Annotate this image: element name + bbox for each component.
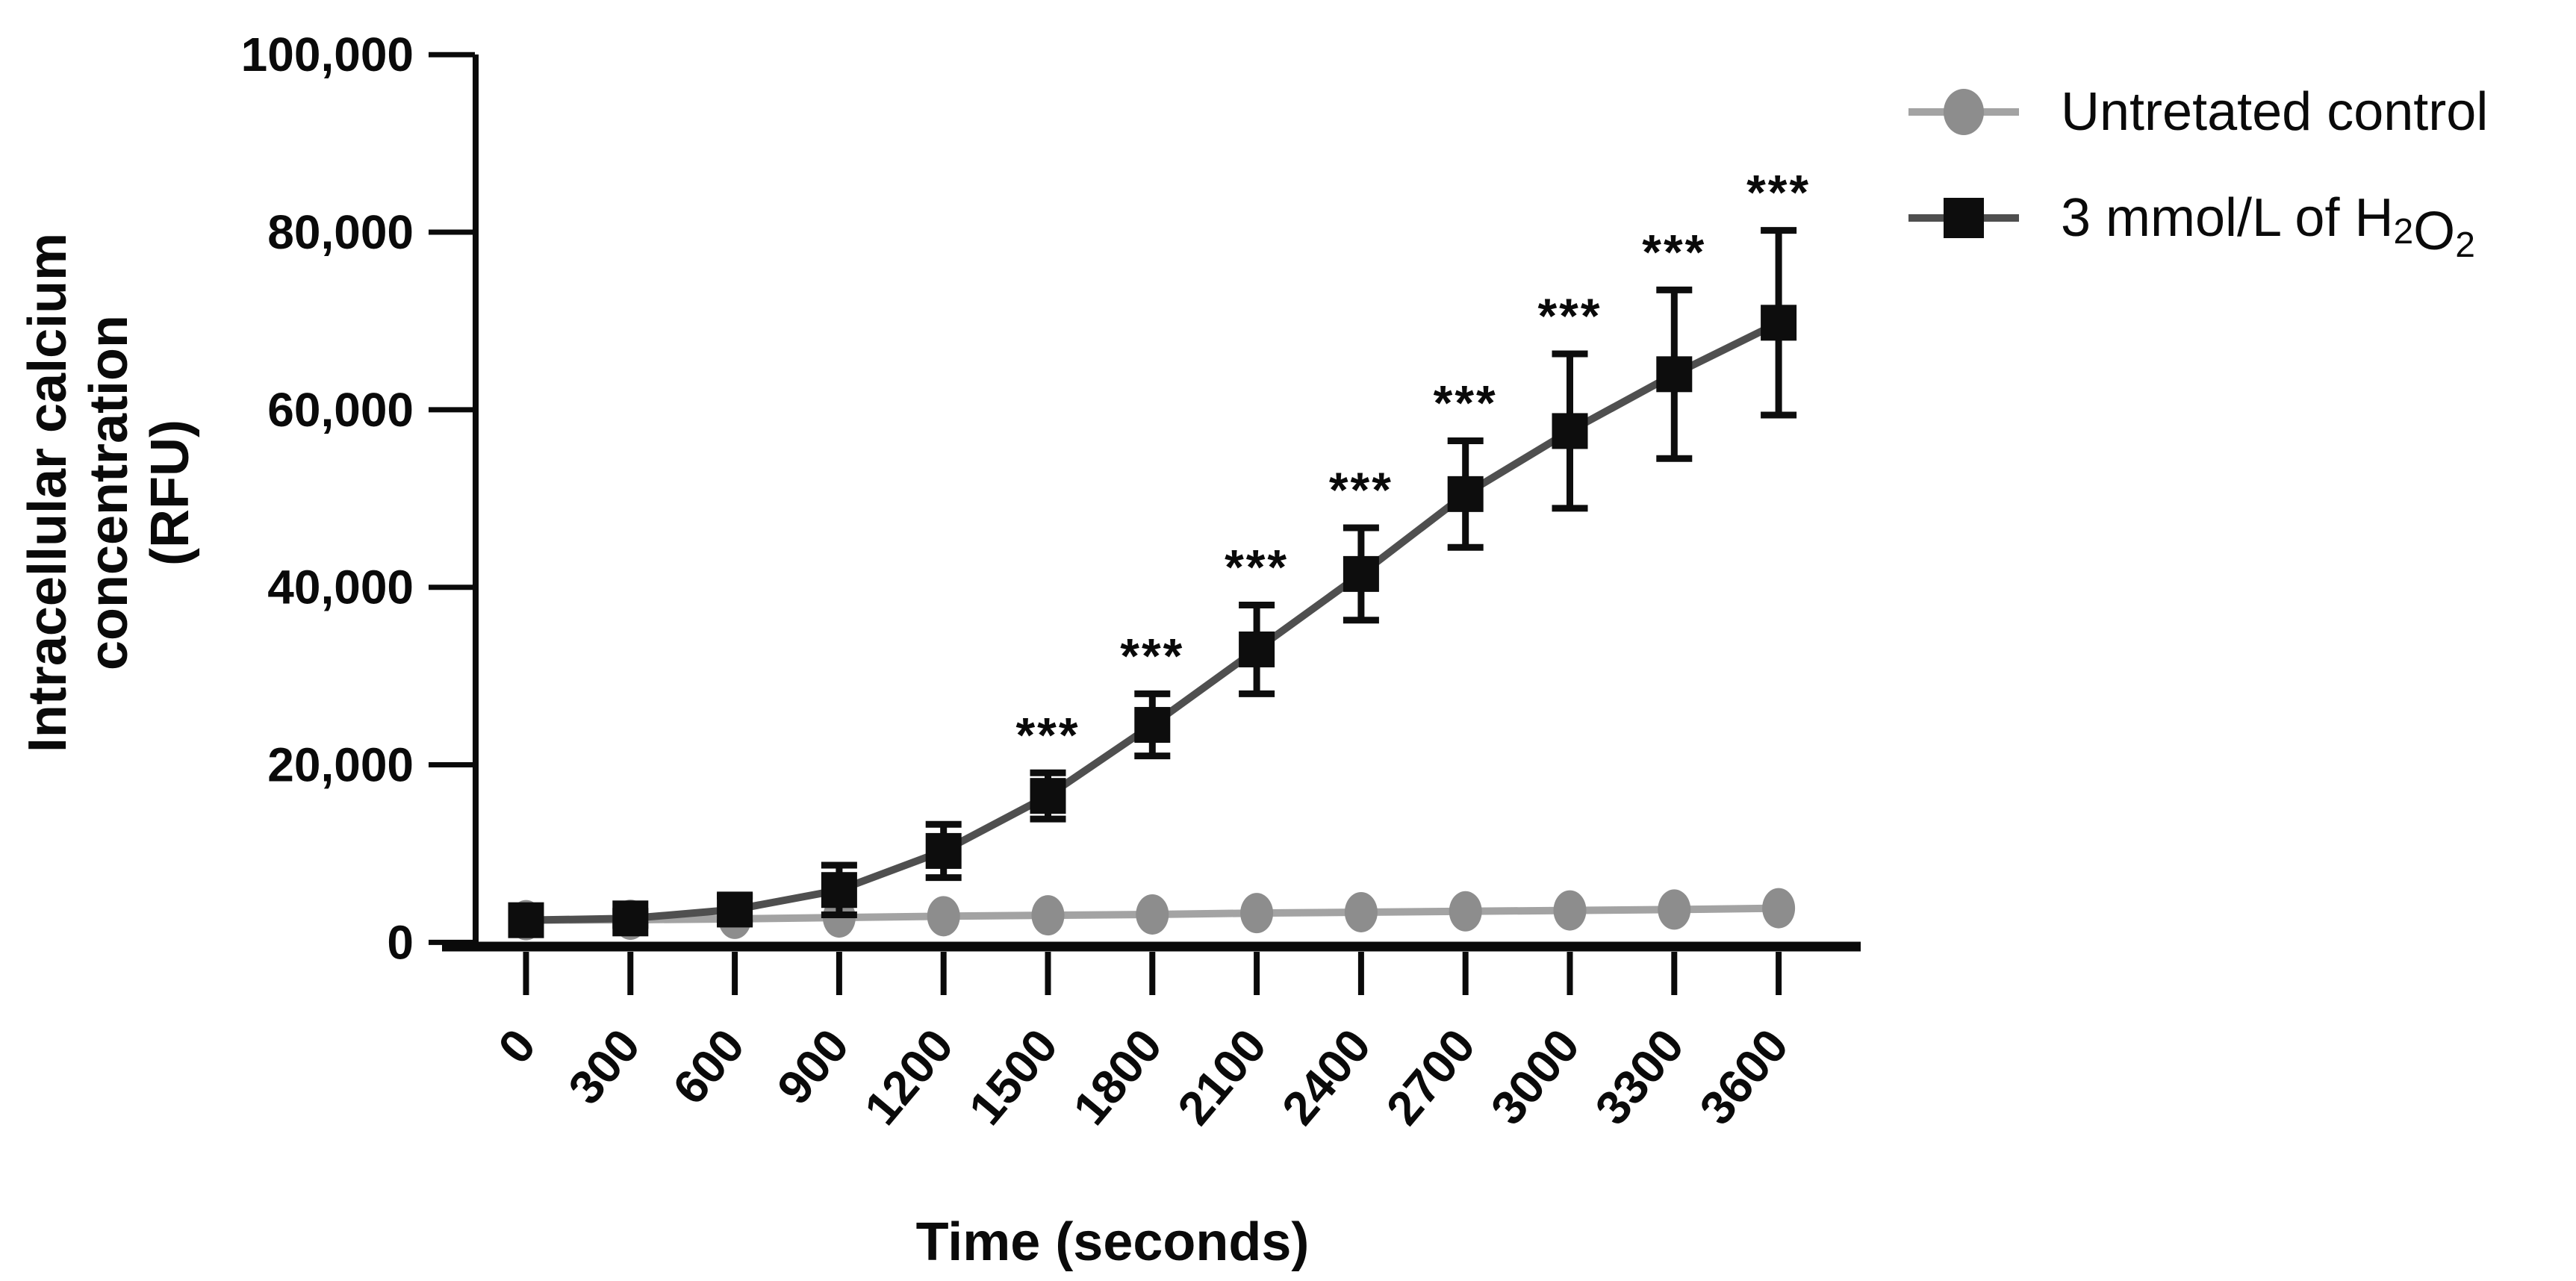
data-point-h2o2	[1552, 413, 1588, 449]
legend: Untretated control 3 mmol/L of H2O2	[1908, 82, 2488, 265]
significance-marker: ***	[1225, 540, 1289, 595]
x-tick-label: 900	[767, 1019, 859, 1115]
data-point-h2o2	[1030, 778, 1066, 814]
significance-marker: ***	[1329, 462, 1393, 517]
y-tick-label: 40,000	[267, 561, 414, 614]
y-tick-label: 100,000	[241, 28, 414, 81]
x-tick-label: 2400	[1272, 1019, 1381, 1135]
x-tick-label: 600	[662, 1019, 755, 1115]
data-point-h2o2	[1343, 555, 1379, 592]
x-tick-label: 3300	[1584, 1019, 1694, 1135]
data-point-h2o2	[1656, 356, 1693, 393]
x-axis-title: Time (seconds)	[916, 1212, 1310, 1272]
significance-marker: ***	[1642, 224, 1706, 279]
data-point-untreated-control	[1762, 888, 1796, 929]
data-point-h2o2	[925, 832, 962, 869]
y-tick-label: 60,000	[267, 383, 414, 437]
legend-marker-circle-icon	[1944, 89, 1984, 135]
legend-label-h2o2: 3 mmol/L of H2O2	[2061, 188, 2475, 265]
y-tick-label: 80,000	[267, 205, 414, 259]
y-axis-title-line-3: (RFU)	[140, 420, 200, 566]
data-point-untreated-control	[1449, 891, 1482, 932]
data-point-untreated-control	[1136, 894, 1169, 935]
data-point-h2o2	[821, 872, 857, 908]
y-axis-title: Intracellular calcium concentration (RFU…	[18, 233, 200, 752]
data-point-h2o2	[717, 891, 753, 928]
data-point-untreated-control	[1553, 890, 1587, 931]
x-tick-label: 2700	[1376, 1019, 1486, 1135]
x-tick-label: 300	[558, 1019, 650, 1115]
series-h2o2	[508, 227, 1797, 938]
x-tick-label: 2100	[1167, 1019, 1277, 1135]
legend-label-untreated-control: Untretated control	[2061, 82, 2488, 142]
data-point-h2o2	[1447, 476, 1484, 512]
x-tick-label: 1200	[854, 1019, 964, 1135]
data-point-untreated-control	[1240, 893, 1274, 934]
x-tick-label: 0	[488, 1019, 546, 1074]
data-point-untreated-control	[927, 896, 960, 937]
data-point-untreated-control	[1658, 889, 1691, 930]
significance-marker: ***	[1015, 707, 1080, 762]
data-point-h2o2	[1761, 305, 1797, 341]
legend-entry-h2o2: 3 mmol/L of H2O2	[1908, 188, 2475, 265]
legend-marker-square-icon	[1944, 198, 1984, 238]
x-tick-label: 3600	[1689, 1019, 1799, 1135]
y-tick-label: 20,000	[267, 738, 414, 792]
significance-marker: ***	[1434, 375, 1498, 431]
significance-marker: ***	[1537, 288, 1602, 343]
y-axis-title-line-2: concentration	[79, 315, 139, 670]
data-point-untreated-control	[1344, 891, 1378, 932]
significance-annotations: *** *** *** *** *** *** *** ***	[1015, 165, 1811, 763]
data-point-h2o2	[508, 902, 544, 938]
data-point-untreated-control	[1031, 895, 1065, 936]
series	[508, 227, 1797, 941]
y-tick-label: 0	[387, 915, 414, 969]
significance-marker: ***	[1746, 165, 1811, 220]
x-tick-label: 1500	[959, 1019, 1068, 1135]
data-point-h2o2	[1239, 631, 1275, 667]
significance-marker: ***	[1120, 628, 1184, 683]
x-tick-label: 1800	[1063, 1019, 1172, 1135]
y-axis-title-line-1: Intracellular calcium	[18, 233, 78, 752]
legend-entry-untreated-control: Untretated control	[1908, 82, 2488, 142]
data-point-h2o2	[612, 900, 649, 937]
data-point-h2o2	[1134, 707, 1171, 744]
series-line-h2o2	[526, 319, 1781, 924]
x-tick-label: 3000	[1481, 1019, 1590, 1135]
